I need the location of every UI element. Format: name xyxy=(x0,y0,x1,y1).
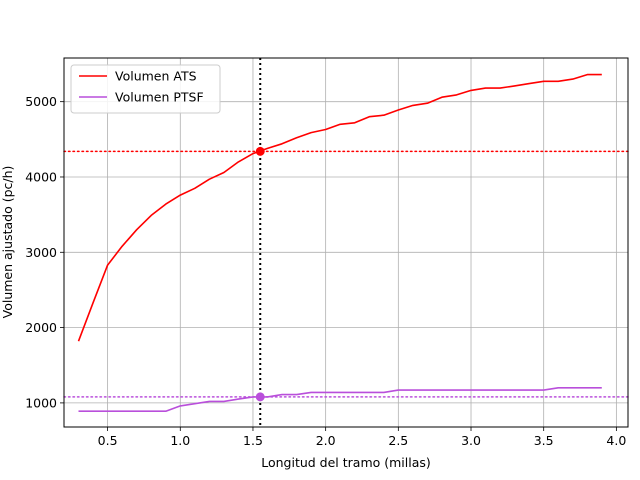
y-axis-ticks: 1000 2000 3000 4000 5000 xyxy=(25,94,64,410)
x-tick-label: 2.0 xyxy=(316,433,336,448)
series-line xyxy=(77,73,602,342)
y-tick-label: 1000 xyxy=(25,395,57,410)
y-tick-label: 4000 xyxy=(25,169,57,184)
legend-label: Volumen ATS xyxy=(115,69,197,84)
plot-frame xyxy=(63,57,629,428)
legend-label: Volumen PTSF xyxy=(115,90,204,105)
reference-point-marker xyxy=(255,146,265,156)
x-tick-label: 1.0 xyxy=(170,433,190,448)
reference-markers xyxy=(255,146,265,402)
y-tick-label: 3000 xyxy=(25,245,57,260)
x-tick-label: 0.5 xyxy=(98,433,118,448)
x-tick-label: 2.5 xyxy=(388,433,408,448)
legend-box xyxy=(70,64,221,114)
x-tick-label: 3.0 xyxy=(461,433,481,448)
reference-lines xyxy=(63,58,629,427)
legend: Volumen ATS Volumen PTSF xyxy=(70,64,221,114)
reference-point-marker xyxy=(255,392,265,402)
x-tick-label: 4.0 xyxy=(606,433,626,448)
y-tick-label: 5000 xyxy=(25,94,57,109)
y-axis-label: Volumen ajustado (pc/h) xyxy=(0,166,15,319)
data-series xyxy=(77,73,602,413)
x-axis-ticks: 0.5 1.0 1.5 2.0 2.5 3.0 3.5 4.0 xyxy=(98,427,626,448)
x-tick-label: 3.5 xyxy=(534,433,554,448)
series-line xyxy=(78,386,602,413)
x-axis-label: Longitud del tramo (millas) xyxy=(261,455,431,470)
x-tick-label: 1.5 xyxy=(243,433,263,448)
y-tick-label: 2000 xyxy=(25,320,57,335)
grid-lines xyxy=(64,58,628,427)
